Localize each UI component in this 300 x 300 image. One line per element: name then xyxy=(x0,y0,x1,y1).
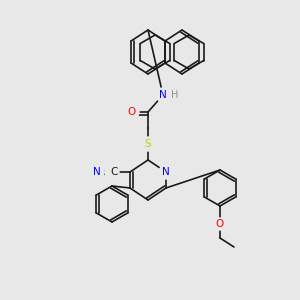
Text: S: S xyxy=(145,139,151,149)
Circle shape xyxy=(159,165,173,179)
Text: O: O xyxy=(216,219,224,229)
Text: O: O xyxy=(128,107,136,117)
Text: N: N xyxy=(159,90,167,100)
Circle shape xyxy=(141,137,155,151)
Circle shape xyxy=(156,88,170,102)
Text: C: C xyxy=(110,167,118,177)
Circle shape xyxy=(90,165,104,179)
Text: N: N xyxy=(93,167,101,177)
Text: H: H xyxy=(171,90,179,100)
Circle shape xyxy=(214,218,226,230)
Text: N: N xyxy=(162,167,170,177)
Circle shape xyxy=(105,165,119,179)
Circle shape xyxy=(125,105,139,119)
